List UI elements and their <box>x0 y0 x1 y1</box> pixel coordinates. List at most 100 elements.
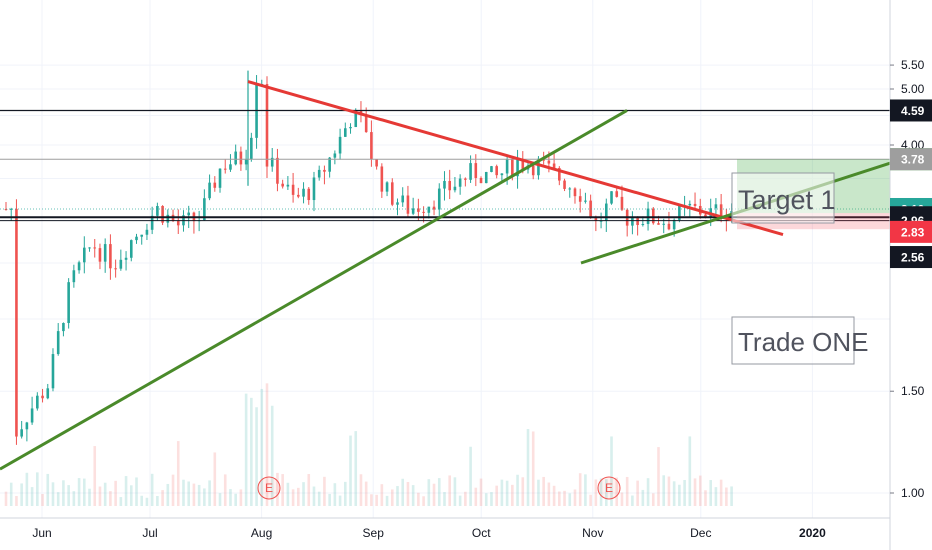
candle-body <box>589 200 592 219</box>
candle-body <box>93 247 97 249</box>
volume-bar <box>719 479 723 506</box>
volume-bar <box>688 436 692 506</box>
candle-body <box>67 282 70 324</box>
candle-body <box>651 208 655 224</box>
candle-body <box>354 110 358 128</box>
volume-bar <box>93 446 97 506</box>
volume-bar <box>484 493 488 506</box>
candle-body <box>437 188 441 210</box>
candle-body <box>672 219 676 230</box>
plot-area: Target 1 Trade ONE E E <box>0 0 890 518</box>
candle-body <box>15 208 18 437</box>
candle-body <box>234 151 237 165</box>
volume-bar <box>208 480 211 506</box>
annotation-trade-box <box>731 316 855 365</box>
candle-body <box>297 194 300 197</box>
candle-body <box>41 395 44 399</box>
candle-body <box>317 169 321 178</box>
volume-bar <box>453 477 457 506</box>
candle-body <box>521 159 525 170</box>
candle-body <box>140 234 144 237</box>
volume-bar <box>396 486 399 506</box>
price-badge-bg <box>890 220 932 243</box>
volume-bar <box>72 491 76 506</box>
volume-bar <box>427 479 431 506</box>
candle-body <box>218 168 222 188</box>
volume-bar <box>443 492 446 506</box>
volume-bar <box>349 435 352 506</box>
volume-bar <box>615 477 619 506</box>
price-axis-tick-label: 1.00 <box>901 486 925 500</box>
volume-bar <box>129 485 133 506</box>
candle-body <box>432 206 436 210</box>
candle-body <box>98 248 102 262</box>
volume-bar <box>464 491 467 506</box>
volume-bar <box>297 487 300 506</box>
price-axis-tick-label: 5.50 <box>901 58 925 72</box>
trendline-support-long <box>0 109 628 471</box>
candle-body <box>704 214 707 217</box>
candle-body <box>36 395 39 409</box>
volume-bar <box>610 436 613 506</box>
volume-bar <box>317 491 321 506</box>
volume-bar <box>119 497 123 506</box>
candle-body <box>484 171 488 184</box>
volume-bar <box>693 478 697 506</box>
candle-body <box>375 159 378 167</box>
candle-body <box>250 137 253 159</box>
candle-body <box>411 208 415 214</box>
volume-bar <box>187 481 190 506</box>
volume-bar <box>328 493 331 506</box>
volume-bar <box>30 487 34 506</box>
volume-bar <box>213 452 217 506</box>
volume-bar <box>15 496 18 506</box>
candle-body <box>124 257 128 260</box>
candle-body <box>568 188 572 190</box>
volume-bar <box>56 492 60 506</box>
candle-body <box>229 164 232 170</box>
price-badge: 4.59 <box>890 99 932 122</box>
volume-bar <box>192 483 196 506</box>
volume-bar <box>83 478 86 506</box>
candle-body <box>458 178 462 187</box>
volume-bar <box>380 484 384 506</box>
candle-body <box>552 163 556 168</box>
candle-body <box>537 158 540 176</box>
volume-bar <box>542 476 545 506</box>
candle-body <box>30 408 34 423</box>
volume-bar <box>683 479 686 506</box>
volume-bar <box>41 494 44 506</box>
volume-bar <box>620 492 624 506</box>
candle-body <box>531 165 535 176</box>
candle-body <box>547 160 551 164</box>
candle-body <box>427 206 431 213</box>
volume-bar <box>244 393 248 506</box>
volume-bar <box>291 489 295 506</box>
volume-bar <box>229 489 232 506</box>
candle-body <box>276 157 279 184</box>
volume-bar <box>437 478 441 506</box>
volume-bar <box>573 489 577 506</box>
candle-body <box>88 247 91 249</box>
volume-bar <box>401 478 405 506</box>
volume-bar <box>270 405 274 506</box>
earnings-marker-circle <box>257 476 281 500</box>
candle-body <box>286 184 290 187</box>
candle-body <box>333 153 337 158</box>
candle-body <box>291 184 295 195</box>
volume-bar <box>166 483 170 506</box>
volume-bar <box>636 480 639 506</box>
volume-bar <box>323 476 326 506</box>
volume-bar <box>4 491 8 506</box>
volume-bar <box>312 486 316 506</box>
candle-body <box>323 169 326 172</box>
volume-bar <box>458 495 462 506</box>
volume-bar <box>114 480 117 506</box>
time-axis-tick-label: Dec <box>690 526 711 540</box>
candle-body <box>469 163 472 180</box>
volume-bar <box>307 474 311 506</box>
volume-bar <box>411 485 415 506</box>
candle-body <box>401 195 405 203</box>
price-badge-bg <box>890 99 932 122</box>
